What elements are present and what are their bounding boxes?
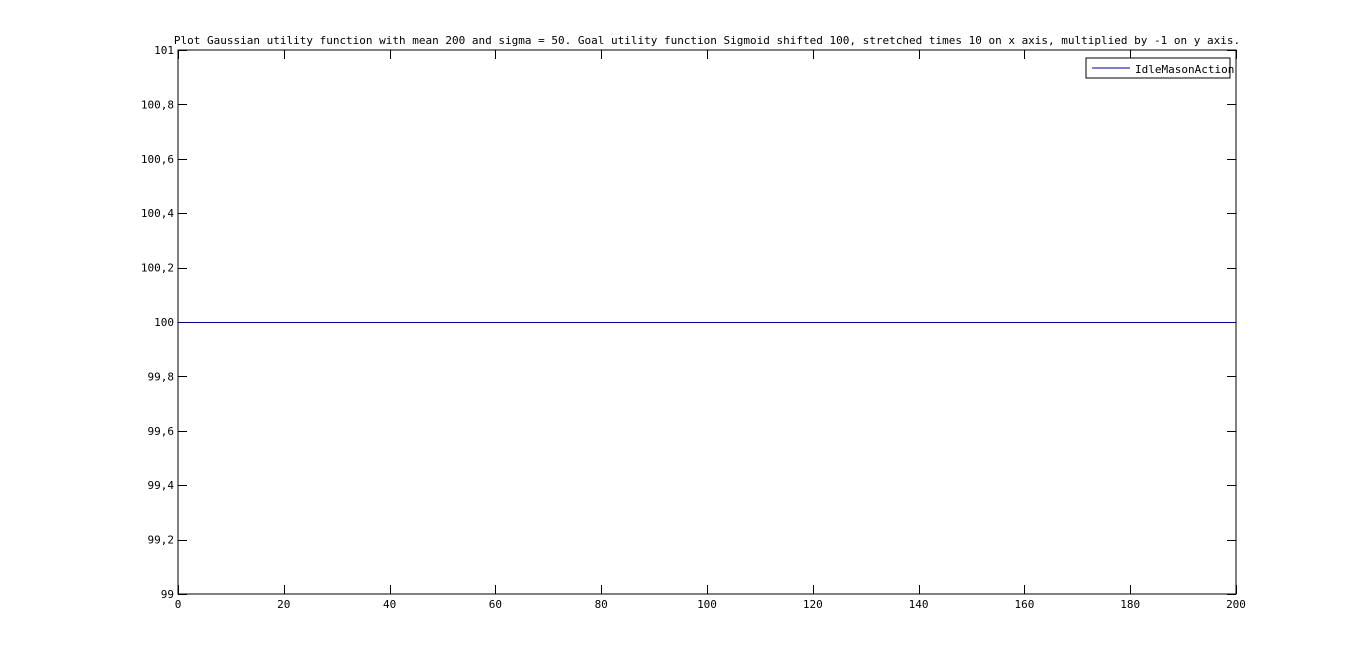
x-tick-label: 120 <box>803 598 823 611</box>
legend: IdleMasonAction <box>1085 57 1234 79</box>
chart-title: Plot Gaussian utility function with mean… <box>174 34 1240 47</box>
y-tick-label: 100,8 <box>141 98 174 111</box>
legend-label-idlemasonaction: IdleMasonAction <box>1135 63 1234 76</box>
x-axis-tick-labels: 0 20 40 60 80 100 120 140 160 180 200 <box>175 598 1246 611</box>
y-tick-label: 99,2 <box>148 534 175 547</box>
x-tick-label: 200 <box>1226 598 1246 611</box>
y-tick-label: 101 <box>154 44 174 57</box>
y-tick-label: 100 <box>154 316 174 329</box>
x-tick-label: 20 <box>277 598 290 611</box>
y-tick-label: 100,2 <box>141 262 174 275</box>
y-axis-tick-labels: 99 99,2 99,4 99,6 99,8 100 100,2 100,4 100,6 100,… <box>141 44 174 601</box>
x-tick-label: 180 <box>1120 598 1140 611</box>
y-tick-label: 100,4 <box>141 207 174 220</box>
y-tick-label: 99,8 <box>148 370 175 383</box>
x-tick-label: 140 <box>909 598 929 611</box>
y-tick-label: 99 <box>161 588 174 601</box>
x-tick-label: 40 <box>383 598 396 611</box>
legend-box <box>1085 57 1231 79</box>
x-tick-label: 60 <box>489 598 502 611</box>
plot-frame <box>177 49 1237 595</box>
y-tick-label: 99,4 <box>148 479 175 492</box>
x-tick-label: 100 <box>697 598 717 611</box>
x-tick-label: 160 <box>1014 598 1034 611</box>
x-tick-label: 80 <box>595 598 608 611</box>
y-tick-label: 99,6 <box>148 425 175 438</box>
y-tick-label: 100,6 <box>141 153 174 166</box>
x-tick-label: 0 <box>175 598 182 611</box>
